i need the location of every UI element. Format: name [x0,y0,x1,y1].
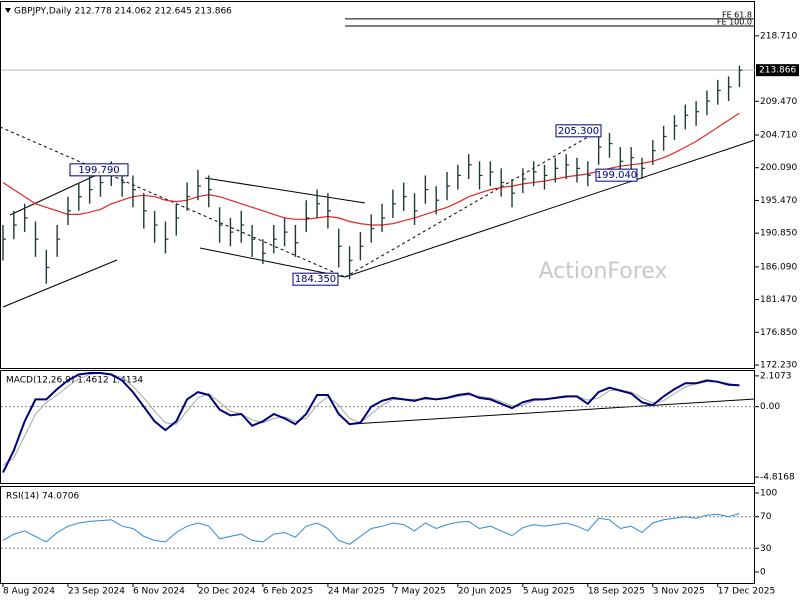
fe-label: FE 100.0 [717,18,752,27]
y-tick-label: 200.090 [760,163,797,173]
y-tick-label: 100 [760,489,777,499]
x-tick-label: 17 Dec 2025 [718,587,776,597]
annotation-label: 205.300 [558,126,599,137]
y-tick-label: 30 [760,544,772,554]
y-tick-label: 176.850 [760,328,797,338]
x-tick-label: 20 Dec 2024 [198,587,256,597]
y-tick-label: -4.8168 [760,473,795,483]
y-tick-label: 0.00 [760,402,780,412]
y-tick-label: 172.230 [760,361,797,371]
annotation-label: 199.040 [596,170,637,181]
x-tick-label: 3 Nov 2025 [653,587,705,597]
annotation-box [292,272,339,286]
annotation-label: 184.350 [295,274,336,285]
x-tick-label: 7 May 2025 [393,587,446,597]
rsi-panel [0,486,755,584]
y-tick-label: 195.470 [760,196,797,206]
flag-lower [199,247,346,278]
y-tick-label: 218.710 [760,31,797,41]
annotation-box [555,124,602,138]
annotation-box [595,168,638,182]
trendlines [0,126,756,425]
x-tick-label: 6 Nov 2024 [133,587,185,597]
flag-upper [204,177,366,204]
x-tick-label: 18 Sep 2025 [588,587,645,597]
macd-panel [0,370,755,484]
uptrend [344,139,756,278]
x-tick-label: 23 Sep 2024 [68,587,125,597]
macd-trend [351,398,756,425]
fe-label: FE 61.8 [722,10,752,19]
watermark: ActionForex [539,259,668,284]
price-panel [0,1,755,369]
last-price-box [756,64,799,77]
x-tick-label: 8 Aug 2024 [3,587,55,597]
y-tick-label: 70 [760,512,772,522]
annotation-box [69,163,129,177]
panel-title: RSI(14) 74.0706 [6,492,79,502]
last-price-label: 213.866 [759,66,796,76]
indicator-line [2,372,740,473]
y-tick-label: 181.470 [760,295,797,305]
dashed-uptrend [344,129,601,278]
x-tick-label: 6 Feb 2025 [263,587,313,597]
panel-title: GBPJPY,Daily 212.778 214.062 212.645 213… [14,7,232,17]
menu-arrow [5,8,11,13]
annotation-label: 199.790 [78,165,119,176]
dashed-trend [0,126,346,278]
panel-title: MACD(12,26,9) 1.4612 1.4134 [6,376,143,386]
y-tick-label: 0 [760,567,766,577]
y-tick-label: 204.710 [760,131,797,141]
channel-lower [2,259,118,308]
y-tick-label: 190.850 [760,229,797,239]
y-tick-label: 2.1073 [760,371,792,381]
y-tick-label: 209.470 [760,97,797,107]
x-tick-label: 24 Mar 2025 [328,587,385,597]
indicator-line [2,513,740,545]
x-tick-label: 20 Jun 2025 [458,587,512,597]
x-tick-label: 5 Aug 2025 [523,587,575,597]
y-tick-label: 186.090 [760,262,797,272]
